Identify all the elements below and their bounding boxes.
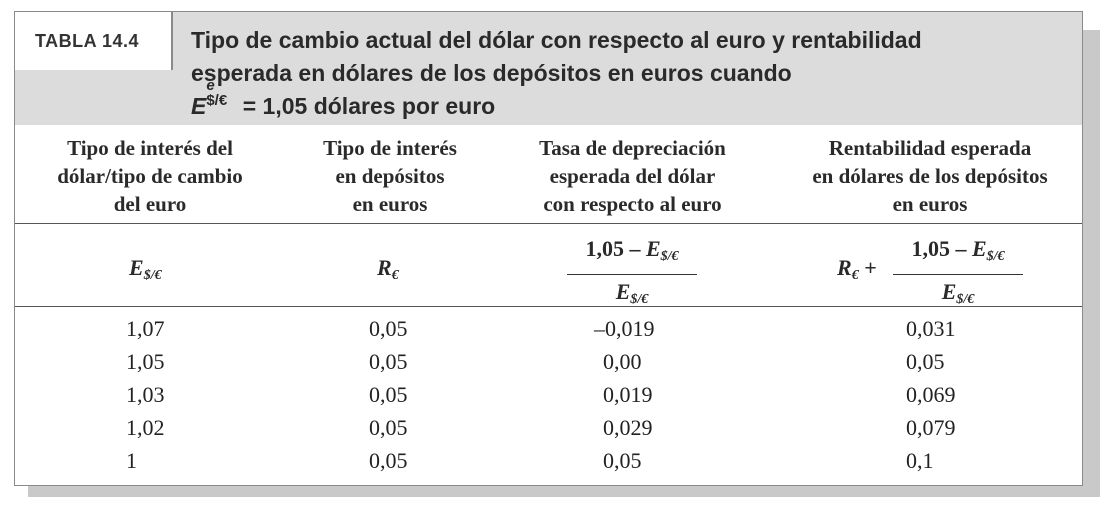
formula-4-symbol: R bbox=[837, 255, 852, 280]
title-line-2: esperada en dólares de los depósitos en … bbox=[191, 60, 792, 86]
formula-4-plus: + bbox=[864, 255, 877, 280]
cell-rate: 1 bbox=[126, 448, 137, 473]
column-header-2-line-1: Tipo de interés bbox=[323, 136, 457, 160]
cell-rate: 1,02 bbox=[126, 415, 165, 440]
formula-3-fraction-bar bbox=[567, 274, 697, 275]
formula-euro-interest: R€ bbox=[377, 255, 399, 284]
column-header-1: Tipo de interés del dólar/tipo de cambio… bbox=[25, 134, 275, 218]
formula-4-num-symbol: E bbox=[971, 236, 987, 261]
cell-expected-return: 0,079 bbox=[906, 415, 956, 440]
formula-1-subscript: $/€ bbox=[143, 268, 162, 283]
column-header-1-line-1: Tipo de interés del bbox=[67, 136, 233, 160]
column-header-4-line-2: en dólares de los depósitos bbox=[812, 164, 1048, 188]
formula-4-subscript: € bbox=[851, 268, 859, 283]
cell-euro-interest: 0,05 bbox=[369, 415, 408, 440]
column-header-3-line-3: con respecto al euro bbox=[543, 192, 722, 216]
formula-3-num-subscript: $/€ bbox=[660, 249, 679, 264]
cell-depreciation: 0,019 bbox=[603, 382, 653, 407]
title-line-3-rest: = 1,05 dólares por euro bbox=[236, 93, 496, 119]
formula-3-num-symbol: E bbox=[645, 236, 661, 261]
column-header-1-line-3: del euro bbox=[113, 192, 187, 216]
header-divider bbox=[15, 223, 1082, 224]
cell-euro-interest: 0,05 bbox=[369, 349, 408, 374]
cell-depreciation: 0,029 bbox=[603, 415, 653, 440]
title-superscript: e bbox=[206, 77, 215, 94]
column-header-4-line-1: Rentabilidad esperada bbox=[828, 136, 1032, 160]
formula-4-fraction-bar bbox=[893, 274, 1023, 275]
formula-4-num-text: 1,05 – bbox=[911, 236, 972, 261]
formula-4-numerator: 1,05 – E$/€ bbox=[893, 234, 1023, 272]
formula-4-den-subscript: $/€ bbox=[956, 292, 975, 307]
formula-3-den-symbol: E bbox=[615, 279, 631, 304]
cell-expected-return: 0,031 bbox=[906, 316, 956, 341]
cell-depreciation: 0,00 bbox=[603, 349, 642, 374]
title-subscript: $/€ bbox=[206, 92, 228, 109]
formula-3-den-subscript: $/€ bbox=[630, 292, 649, 307]
column-header-4: Rentabilidad esperada en dólares de los … bbox=[785, 134, 1075, 218]
column-header-3-line-2: esperada del dólar bbox=[549, 164, 716, 188]
cell-euro-interest: 0,05 bbox=[369, 448, 408, 473]
cell-depreciation: 0,05 bbox=[603, 448, 642, 473]
cell-rate: 1,05 bbox=[126, 349, 165, 374]
table-panel: TABLA 14.4 Tipo de cambio actual del dól… bbox=[14, 11, 1083, 486]
cell-expected-return: 0,1 bbox=[906, 448, 934, 473]
table-header-band: TABLA 14.4 Tipo de cambio actual del dól… bbox=[15, 12, 1082, 125]
cell-expected-return: 0,05 bbox=[906, 349, 945, 374]
column-header-4-line-3: en euros bbox=[892, 192, 968, 216]
formula-1-symbol: E bbox=[129, 255, 144, 280]
cell-depreciation: –0,019 bbox=[594, 316, 655, 341]
formula-4-denominator: E$/€ bbox=[893, 277, 1023, 315]
cell-euro-interest: 0,05 bbox=[369, 316, 408, 341]
column-header-2-line-2: en depósitos bbox=[335, 164, 445, 188]
formula-4-den-symbol: E bbox=[941, 279, 957, 304]
column-header-2: Tipo de interés en depósitos en euros bbox=[290, 134, 490, 218]
formula-3-numerator: 1,05 – E$/€ bbox=[567, 234, 697, 272]
title-symbol: E bbox=[191, 93, 207, 119]
column-header-3: Tasa de depreciación esperada del dólar … bbox=[510, 134, 755, 218]
formula-2-symbol: R bbox=[377, 255, 392, 280]
title-line-1: Tipo de cambio actual del dólar con resp… bbox=[191, 27, 922, 53]
table-number-tag: TABLA 14.4 bbox=[15, 12, 173, 70]
formula-3-num-text: 1,05 – bbox=[585, 236, 646, 261]
formula-divider bbox=[15, 306, 1082, 307]
table-title: Tipo de cambio actual del dólar con resp… bbox=[191, 24, 1071, 123]
cell-expected-return: 0,069 bbox=[906, 382, 956, 407]
column-header-2-line-3: en euros bbox=[352, 192, 428, 216]
formula-3-denominator: E$/€ bbox=[567, 277, 697, 315]
cell-rate: 1,07 bbox=[126, 316, 165, 341]
cell-euro-interest: 0,05 bbox=[369, 382, 408, 407]
formula-exchange-rate: E$/€ bbox=[129, 255, 162, 284]
cell-rate: 1,03 bbox=[126, 382, 165, 407]
formula-return-fraction: 1,05 – E$/€ E$/€ bbox=[893, 234, 1023, 315]
formula-4-num-subscript: $/€ bbox=[986, 249, 1005, 264]
formula-depreciation-fraction: 1,05 – E$/€ E$/€ bbox=[567, 234, 697, 315]
column-header-3-line-1: Tasa de depreciación bbox=[539, 136, 726, 160]
formula-2-subscript: € bbox=[391, 268, 399, 283]
title-sup-sub: e $/€ bbox=[206, 78, 236, 114]
formula-return-prefix: R€ + bbox=[837, 255, 877, 284]
column-header-1-line-2: dólar/tipo de cambio bbox=[57, 164, 243, 188]
